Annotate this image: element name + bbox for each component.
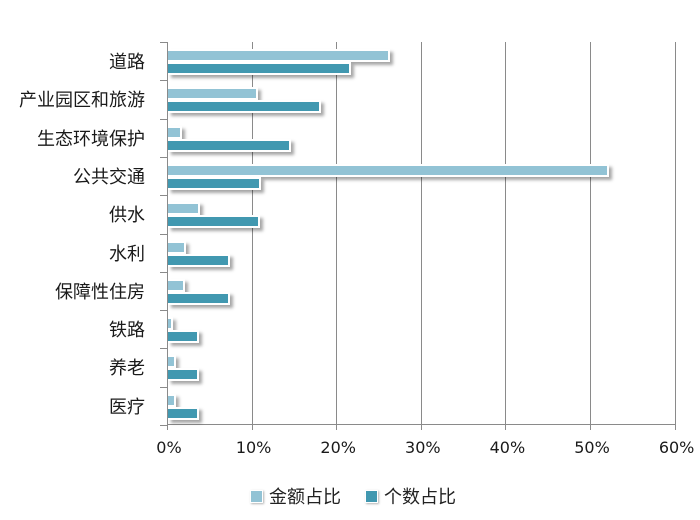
bar-amount-share bbox=[168, 393, 176, 407]
legend-swatch-icon bbox=[365, 489, 378, 503]
y-tick bbox=[160, 348, 167, 350]
y-tick bbox=[160, 425, 167, 426]
bar-amount-share bbox=[168, 202, 200, 216]
x-tick bbox=[251, 424, 253, 430]
y-tick bbox=[160, 233, 167, 235]
x-axis bbox=[167, 424, 675, 425]
category-label: 产业园区和旅游 bbox=[19, 90, 145, 112]
y-tick bbox=[160, 271, 167, 273]
bar-amount-share bbox=[168, 49, 390, 62]
x-tick-label: 20% bbox=[320, 438, 356, 457]
x-tick bbox=[590, 424, 591, 430]
bar-amount-share bbox=[168, 240, 187, 254]
legend-label: 金额占比 bbox=[269, 487, 341, 508]
category-label: 医疗 bbox=[109, 396, 145, 418]
x-tick-label: 30% bbox=[405, 438, 441, 457]
category-label: 保障性住房 bbox=[55, 281, 145, 303]
bar-count-share bbox=[168, 253, 231, 267]
legend-item: 金额占比 bbox=[250, 483, 341, 509]
bar-amount-share bbox=[168, 163, 610, 177]
y-tick bbox=[160, 156, 167, 158]
category-label: 水利 bbox=[109, 243, 145, 265]
gridline bbox=[420, 42, 422, 425]
y-tick bbox=[160, 386, 167, 388]
bar-amount-share bbox=[168, 125, 182, 139]
category-label: 养老 bbox=[109, 358, 145, 380]
category-label: 铁路 bbox=[109, 320, 145, 342]
bar-amount-share bbox=[168, 87, 258, 101]
x-tick-label: 0% bbox=[156, 438, 182, 457]
bar-amount-share bbox=[168, 278, 186, 292]
x-tick-label: 40% bbox=[489, 438, 526, 457]
category-label: 公共交通 bbox=[73, 166, 145, 188]
bar-count-share bbox=[168, 330, 199, 344]
gridline bbox=[251, 42, 253, 425]
gridline bbox=[505, 42, 507, 425]
gridline bbox=[674, 42, 676, 425]
bar-count-share bbox=[168, 100, 321, 114]
y-tick bbox=[160, 310, 167, 312]
bar-amount-share bbox=[168, 355, 176, 369]
gridline bbox=[590, 42, 591, 425]
legend-label: 个数占比 bbox=[384, 487, 456, 508]
bar-amount-share bbox=[168, 317, 173, 331]
x-tick-label: 50% bbox=[574, 438, 610, 457]
bar-count-share bbox=[168, 215, 260, 229]
legend: 金额占比 个数占比 bbox=[250, 483, 472, 509]
y-tick bbox=[160, 118, 167, 120]
bar-count-share bbox=[168, 291, 231, 305]
bar-count-share bbox=[168, 176, 261, 190]
y-axis bbox=[167, 42, 168, 425]
category-label: 生态环境保护 bbox=[37, 128, 145, 150]
category-label: 供水 bbox=[109, 205, 145, 227]
x-tick bbox=[420, 424, 422, 430]
bar-count-share bbox=[168, 62, 352, 75]
x-tick-label: 60% bbox=[658, 438, 695, 457]
bar-count-share bbox=[168, 368, 199, 382]
y-tick bbox=[160, 195, 167, 197]
category-label: 道路 bbox=[109, 52, 145, 73]
x-tick bbox=[505, 424, 507, 430]
x-tick-label: 10% bbox=[235, 438, 272, 457]
legend-swatch-icon bbox=[250, 489, 263, 503]
bar-count-share bbox=[168, 406, 199, 420]
x-tick bbox=[336, 424, 338, 430]
x-tick bbox=[167, 424, 168, 430]
bar-count-share bbox=[168, 138, 291, 152]
y-tick bbox=[160, 80, 167, 82]
x-tick bbox=[674, 424, 676, 430]
legend-item: 个数占比 bbox=[365, 483, 456, 509]
gridline bbox=[336, 42, 338, 425]
y-tick bbox=[160, 42, 167, 43]
